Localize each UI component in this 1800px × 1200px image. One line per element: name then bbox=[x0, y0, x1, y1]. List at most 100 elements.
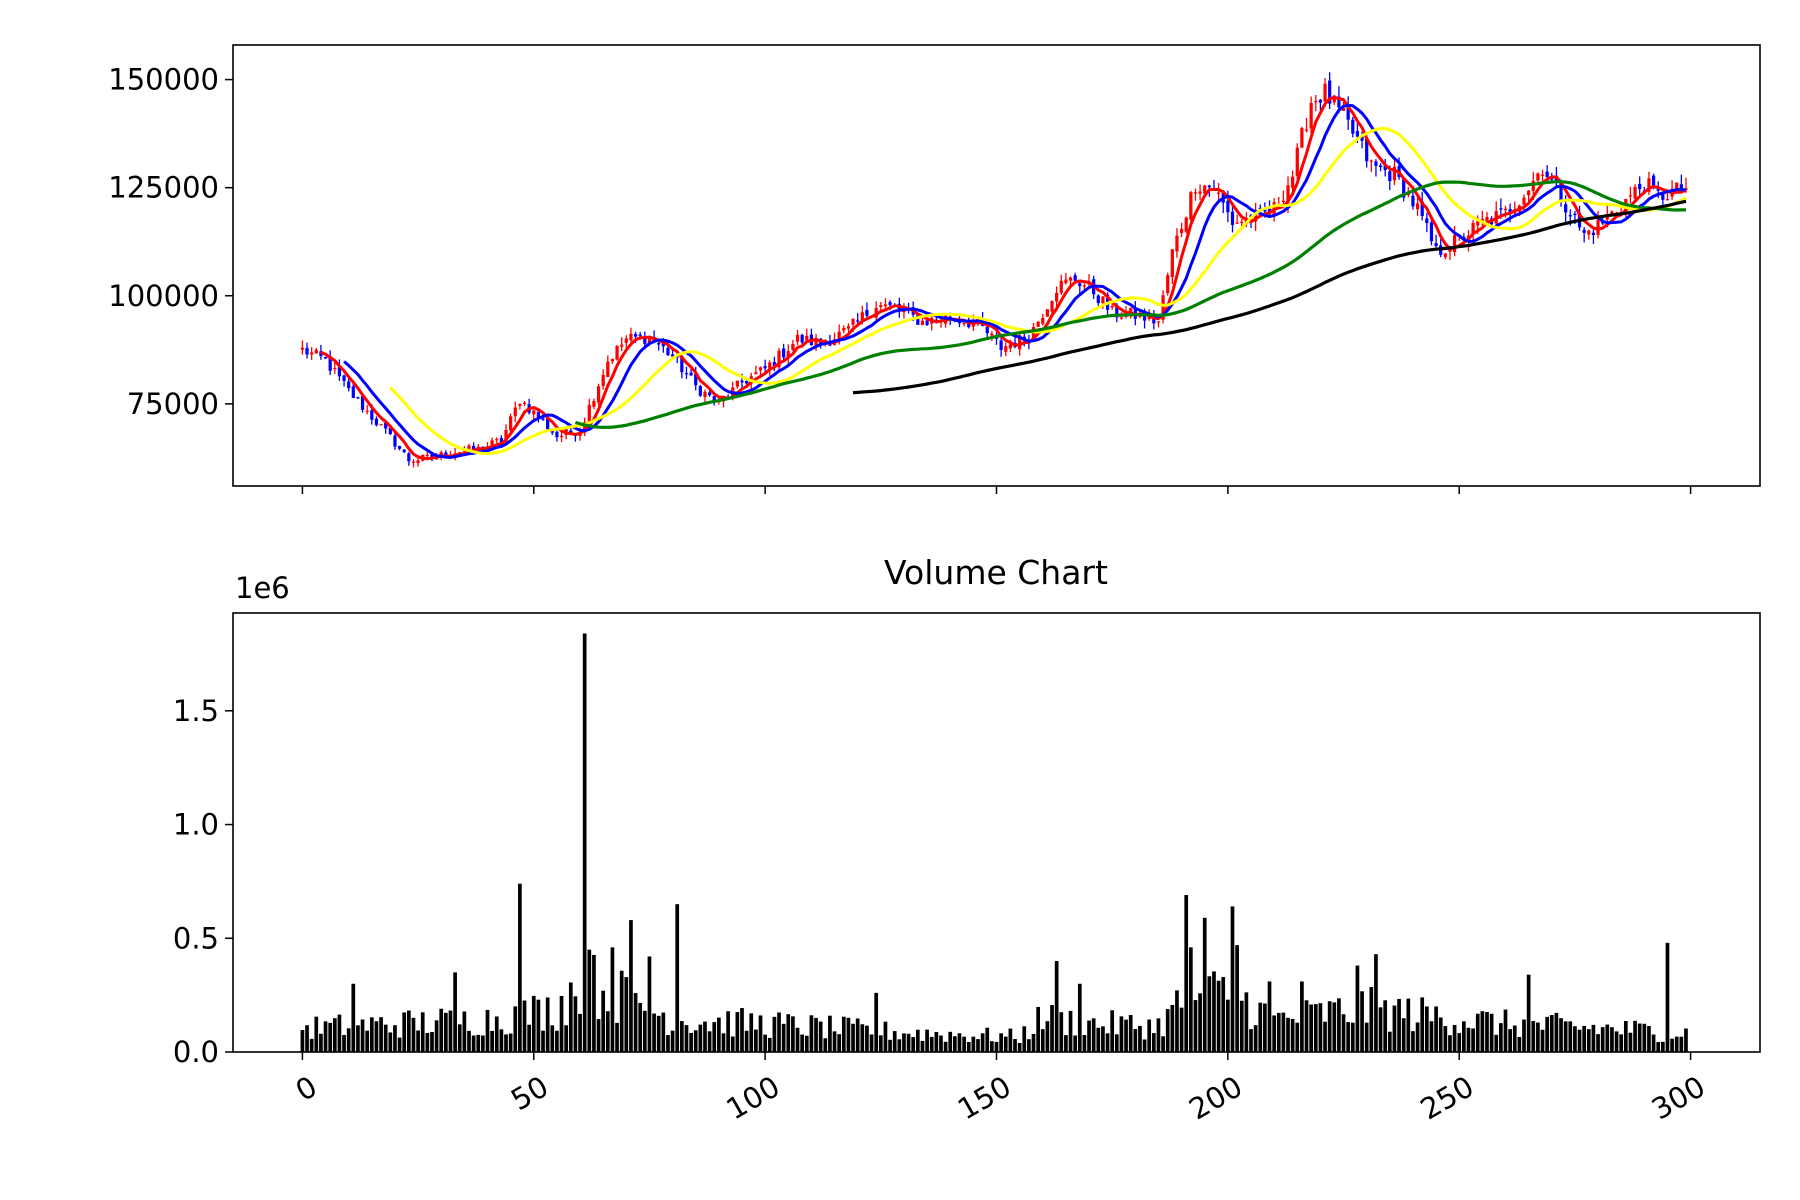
candle-body bbox=[1110, 306, 1114, 308]
volume-bar bbox=[693, 1030, 698, 1052]
volume-bar bbox=[1054, 961, 1059, 1052]
candle-body bbox=[314, 349, 318, 354]
volume-bar bbox=[481, 1035, 485, 1052]
candle bbox=[1540, 169, 1545, 183]
candle-body bbox=[999, 340, 1003, 351]
candle-body bbox=[384, 422, 388, 429]
candle-body bbox=[606, 361, 610, 377]
candle-body bbox=[1369, 160, 1373, 162]
volume-bar bbox=[791, 1016, 795, 1052]
candle-body bbox=[647, 336, 652, 344]
candle-body bbox=[666, 347, 670, 356]
candle-body bbox=[768, 362, 772, 369]
candle bbox=[842, 325, 846, 334]
volume-bar bbox=[1512, 1025, 1517, 1052]
volume-bar bbox=[541, 1030, 545, 1052]
volume-bar bbox=[758, 1015, 763, 1052]
volume-bar bbox=[490, 1030, 494, 1052]
volume-bar bbox=[883, 1021, 888, 1052]
candle-body bbox=[555, 431, 559, 438]
candle-body bbox=[1161, 295, 1165, 320]
candle-body bbox=[1434, 243, 1438, 247]
candle-body bbox=[1050, 301, 1054, 312]
volume-bar bbox=[1591, 1024, 1596, 1052]
volume-bar bbox=[1313, 1004, 1318, 1052]
volume-bar bbox=[1323, 1021, 1327, 1052]
volume-bar bbox=[1096, 1027, 1101, 1052]
volume-bar bbox=[795, 1027, 800, 1052]
candle-body bbox=[365, 410, 369, 412]
volume-bar bbox=[1494, 1034, 1499, 1052]
volume-bar bbox=[1429, 1021, 1434, 1052]
volume-bar bbox=[1027, 1039, 1031, 1052]
volume-bar bbox=[1586, 1029, 1591, 1052]
volume-bar bbox=[351, 983, 356, 1052]
candle bbox=[1378, 163, 1383, 172]
volume-bar bbox=[416, 1030, 420, 1052]
candle-body bbox=[791, 343, 795, 351]
volume-bar bbox=[934, 1032, 939, 1052]
candle-body bbox=[865, 309, 869, 316]
candle-body bbox=[638, 334, 642, 336]
volume-bar bbox=[1119, 1016, 1124, 1052]
candle-body bbox=[772, 361, 777, 366]
candle bbox=[1443, 252, 1447, 260]
volume-bar bbox=[1517, 1036, 1522, 1052]
volume-y-tick-label: 1.0 bbox=[173, 808, 219, 842]
candle bbox=[1156, 321, 1161, 328]
candle-body bbox=[402, 449, 406, 453]
candle-body bbox=[546, 417, 550, 430]
candle-body bbox=[657, 342, 661, 345]
volume-bar bbox=[383, 1024, 388, 1052]
candle bbox=[1096, 294, 1100, 307]
volume-bar bbox=[994, 1041, 999, 1052]
volume-bar bbox=[1438, 1017, 1443, 1052]
candle-body bbox=[1207, 185, 1211, 188]
volume-bar bbox=[578, 1013, 582, 1052]
volume-bar bbox=[448, 1010, 453, 1052]
candle-body bbox=[985, 326, 989, 334]
volume-bar bbox=[1101, 1026, 1105, 1052]
volume-bar bbox=[777, 1012, 781, 1052]
candle bbox=[379, 423, 383, 426]
candle-body bbox=[856, 320, 860, 322]
volume-bar bbox=[1036, 1006, 1040, 1052]
volume-bar bbox=[730, 1036, 735, 1052]
volume-bar bbox=[1147, 1019, 1152, 1052]
candle-body bbox=[328, 356, 332, 371]
volume-bar bbox=[740, 1008, 744, 1052]
candle-body bbox=[1679, 184, 1683, 191]
volume-bar bbox=[1568, 1021, 1573, 1052]
volume-bar bbox=[1156, 1018, 1161, 1052]
volume-bar bbox=[1286, 1017, 1290, 1052]
volume-bar bbox=[1337, 998, 1341, 1052]
candle bbox=[1351, 116, 1355, 138]
volume-bar bbox=[1128, 1014, 1133, 1052]
volume-bars bbox=[300, 633, 1688, 1052]
volume-bar bbox=[712, 1022, 717, 1052]
volume-bar bbox=[1420, 997, 1425, 1052]
candle bbox=[1235, 214, 1239, 224]
volume-bar bbox=[976, 1039, 980, 1052]
candle-body bbox=[1383, 165, 1387, 171]
candle-body bbox=[1545, 171, 1549, 178]
volume-bar bbox=[675, 904, 680, 1052]
volume-y-tick-label: 0.5 bbox=[173, 921, 219, 955]
volume-bar bbox=[1443, 1026, 1448, 1052]
volume-bar bbox=[744, 1030, 749, 1052]
volume-bar bbox=[1239, 1000, 1244, 1052]
candle-body bbox=[411, 461, 416, 463]
volume-bar bbox=[1276, 1012, 1281, 1052]
candle bbox=[1230, 202, 1235, 233]
candle bbox=[1587, 229, 1591, 240]
volume-bar bbox=[1138, 1025, 1142, 1052]
candle bbox=[1064, 272, 1068, 285]
candle-body bbox=[1078, 283, 1082, 287]
volume-bar bbox=[467, 1030, 471, 1052]
volume-bar bbox=[721, 1033, 726, 1052]
volume-bar bbox=[809, 1015, 814, 1052]
candle bbox=[1679, 174, 1683, 191]
volume-bar bbox=[360, 1019, 365, 1052]
volume-bar bbox=[444, 1012, 448, 1052]
